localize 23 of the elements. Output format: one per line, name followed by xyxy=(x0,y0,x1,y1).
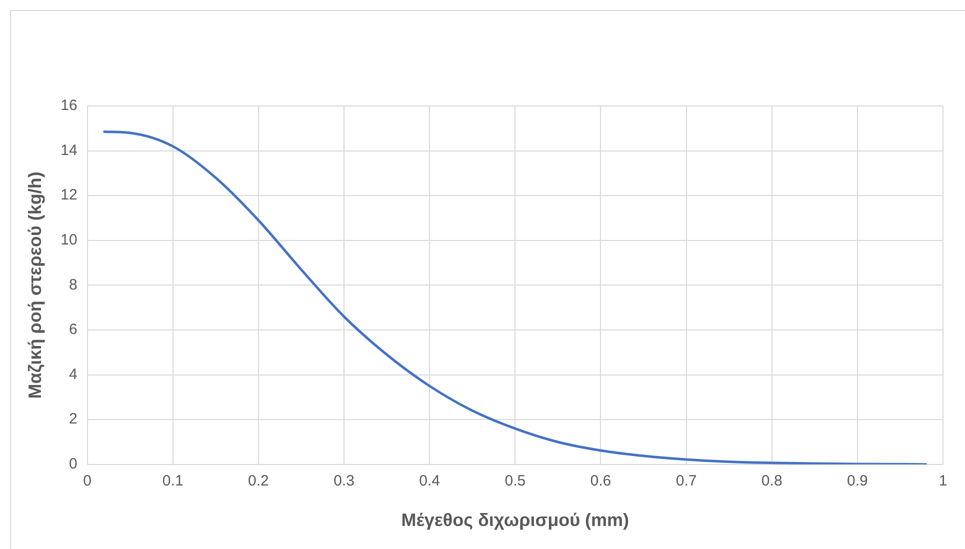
x-tick-label: 0.5 xyxy=(504,472,526,490)
y-tick-label: 2 xyxy=(68,410,78,428)
y-tick-label: 0 xyxy=(68,456,78,473)
y-tick-label: 16 xyxy=(60,97,78,114)
x-tick-label: 0.1 xyxy=(162,472,184,490)
y-tick-label: 14 xyxy=(60,142,78,159)
y-tick-label: 12 xyxy=(60,186,78,204)
x-tick-label: 0.9 xyxy=(847,472,868,490)
x-tick-label: 0.7 xyxy=(676,472,697,490)
x-axis-title: Μέγεθος διχωρισμού (mm) xyxy=(401,510,630,530)
x-tick-label: 0.8 xyxy=(761,472,782,490)
y-tick-label: 10 xyxy=(60,232,78,249)
y-axis-title: Μαζική ροή στερεού (kg/h) xyxy=(24,172,45,399)
x-tick-label: 0.6 xyxy=(590,472,612,490)
line-series xyxy=(103,130,928,464)
y-tick-label: 8 xyxy=(68,276,78,294)
x-tick-label: 1 xyxy=(938,472,948,490)
x-tick-label: 0.2 xyxy=(248,472,269,490)
x-tick-label: 0 xyxy=(83,472,92,490)
x-tick-label: 0.4 xyxy=(419,472,440,490)
y-tick-label: 6 xyxy=(68,321,78,338)
x-tick-label: 0.3 xyxy=(334,472,354,490)
y-tick-label: 4 xyxy=(68,366,78,383)
